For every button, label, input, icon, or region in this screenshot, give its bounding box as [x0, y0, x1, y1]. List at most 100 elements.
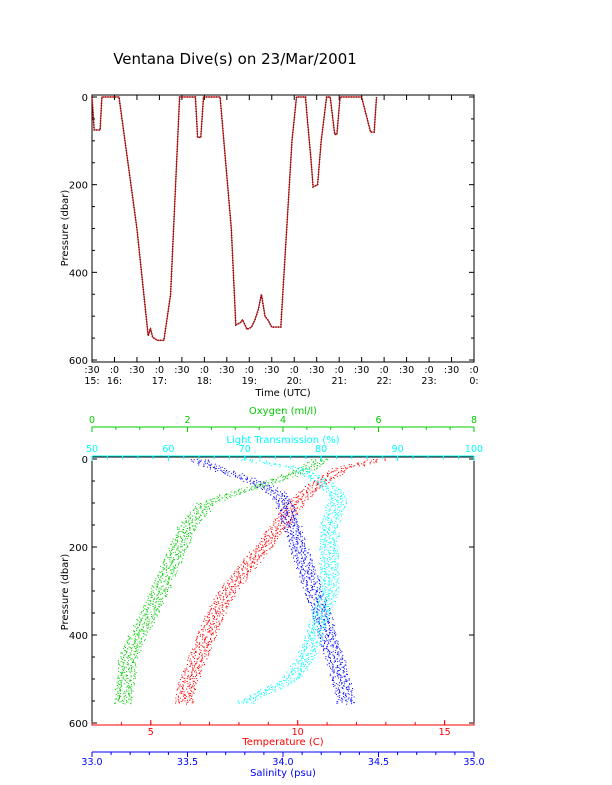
- data-point: [296, 553, 298, 555]
- data-point: [346, 703, 348, 705]
- data-point: [137, 645, 139, 647]
- data-point: [279, 476, 281, 478]
- data-point: [330, 499, 332, 501]
- data-point: [260, 561, 262, 563]
- data-point: [114, 698, 116, 700]
- data-point: [295, 522, 297, 524]
- data-point: [162, 585, 164, 587]
- data-point: [325, 568, 327, 570]
- data-point: [263, 557, 265, 559]
- data-point: [337, 496, 339, 498]
- data-point: [196, 510, 198, 512]
- data-point: [287, 523, 289, 525]
- data-point: [299, 492, 301, 494]
- data-point: [250, 695, 251, 697]
- data-point: [188, 532, 189, 534]
- data-point: [307, 598, 309, 600]
- data-point: [344, 495, 346, 497]
- data-point: [266, 461, 268, 463]
- data-point: [298, 652, 299, 653]
- data-point: [126, 675, 128, 677]
- data-point: [281, 520, 283, 522]
- data-point: [165, 562, 167, 564]
- data-point: [244, 563, 246, 565]
- data-point: [136, 634, 138, 636]
- data-point: [117, 677, 119, 679]
- data-point: [262, 486, 264, 488]
- data-point: [335, 640, 337, 642]
- data-point: [129, 679, 131, 681]
- data-point: [163, 589, 165, 591]
- data-point: [343, 681, 345, 683]
- data-point: [195, 506, 196, 508]
- data-point: [336, 581, 338, 583]
- data-point: [119, 694, 121, 696]
- data-point: [296, 467, 298, 469]
- data-point: [205, 463, 207, 465]
- data-point: [203, 504, 205, 506]
- data-point: [128, 643, 130, 645]
- data-point: [284, 505, 286, 507]
- data-point: [147, 608, 149, 610]
- data-point: [333, 559, 335, 561]
- data-point: [351, 694, 353, 696]
- data-point: [321, 522, 323, 524]
- data-point: [182, 684, 184, 686]
- data-point: [187, 693, 189, 695]
- data-point: [302, 551, 304, 553]
- data-point: [298, 568, 300, 570]
- data-point: [271, 534, 273, 536]
- data-point: [298, 470, 300, 472]
- data-point: [262, 541, 264, 543]
- data-point: [167, 581, 169, 583]
- data-point: [246, 481, 248, 483]
- data-point: [351, 683, 352, 685]
- data-point: [156, 615, 158, 617]
- data-point: [325, 625, 327, 626]
- data-point: [161, 571, 163, 572]
- data-point: [309, 555, 311, 557]
- data-point: [337, 468, 339, 470]
- data-point: [325, 589, 327, 591]
- data-point: [331, 601, 333, 603]
- data-point: [315, 483, 317, 485]
- data-point: [314, 648, 316, 650]
- data-point: [218, 624, 220, 626]
- data-point: [289, 677, 291, 679]
- data-point: [343, 471, 345, 473]
- data-point: [201, 653, 203, 655]
- data-point: [245, 458, 247, 460]
- data-point: [352, 465, 354, 467]
- data-point: [266, 531, 268, 533]
- data-point: [210, 630, 212, 632]
- data-point: [303, 651, 305, 653]
- data-point: [193, 510, 194, 511]
- data-point: [224, 495, 226, 497]
- data-point: [298, 500, 299, 502]
- data-point: [293, 537, 295, 539]
- data-point: [194, 519, 196, 521]
- data-point: [244, 492, 246, 493]
- data-point: [190, 459, 192, 461]
- data-point: [124, 698, 126, 700]
- data-point: [279, 684, 281, 686]
- data-point: [282, 515, 284, 517]
- data-point: [188, 519, 190, 521]
- data-point: [251, 561, 253, 562]
- data-point: [203, 634, 205, 636]
- data-point: [361, 463, 363, 465]
- data-point: [208, 620, 210, 622]
- data-point: [330, 627, 332, 629]
- data-point: [316, 462, 318, 464]
- data-point: [315, 628, 317, 630]
- data-point: [131, 638, 133, 640]
- data-point: [316, 487, 318, 489]
- data-point: [309, 468, 311, 470]
- data-point: [178, 561, 180, 563]
- data-point: [335, 584, 337, 586]
- data-point: [376, 458, 378, 460]
- data-point: [342, 493, 344, 495]
- data-point: [303, 542, 305, 544]
- axis-tick-label: 33.0: [81, 757, 102, 768]
- data-point: [134, 669, 136, 671]
